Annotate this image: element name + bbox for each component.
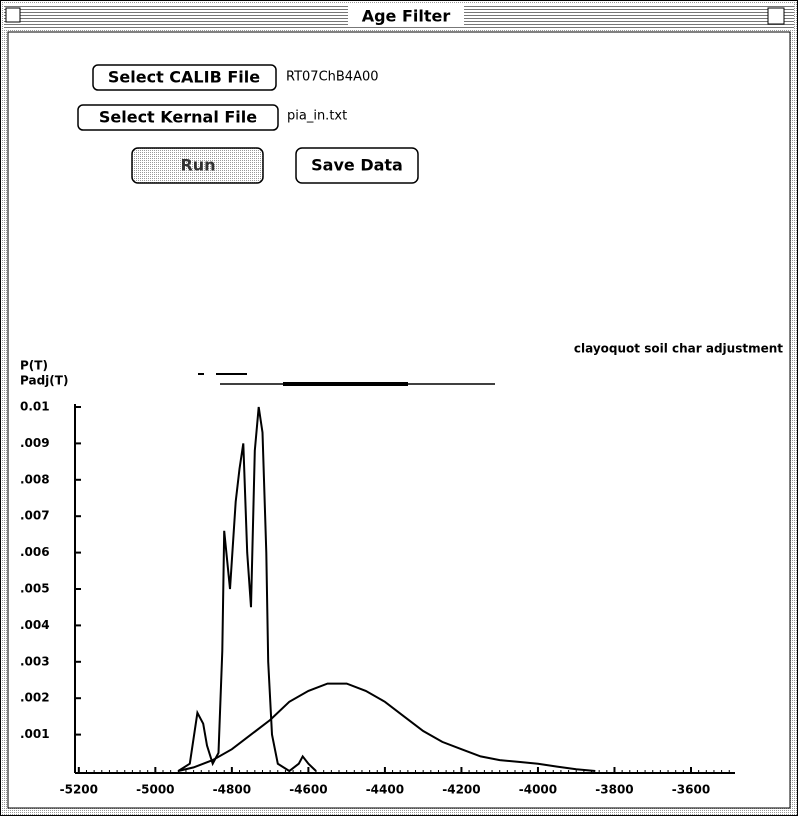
close-box[interactable] [5,7,21,23]
y-tick-label: .007 [20,509,50,523]
series-line [178,682,596,772]
y-tick-label: .001 [20,727,50,741]
zoom-box[interactable] [767,7,785,25]
legend-label: Padj(T) [20,374,68,388]
button[interactable] [77,104,279,131]
legend-label: P(T) [20,359,48,373]
x-tick-label: -4400 [366,783,404,797]
y-tick-label: .002 [20,691,50,705]
series-line [177,406,317,773]
x-tick-label: -4600 [289,783,327,797]
x-tick-label: -4800 [213,783,251,797]
y-tick-label: .008 [20,472,50,486]
y-tick-label: .005 [20,582,50,596]
button-label: Save Data [311,156,403,175]
x-tick-label: -5200 [60,783,98,797]
y-tick-label: .004 [20,618,50,632]
chart-title: clayoquot soil char adjustment [574,342,783,356]
button-label: Select Kernal File [99,108,257,127]
y-tick-label: .009 [20,436,50,450]
button[interactable] [131,147,264,184]
range-bars [198,373,495,386]
x-tick-label: -5000 [136,783,174,797]
x-tick-label: -4200 [442,783,480,797]
x-tick-label: -4000 [519,783,557,797]
file-name: pia_in.txt [287,109,347,124]
y-tick-label: .003 [20,654,50,668]
y-tick-label: .006 [20,545,50,559]
button-label: Run [180,156,215,175]
title-bg [348,5,464,27]
button[interactable] [92,64,277,91]
file-name: RT07ChB4A00 [286,70,379,85]
window-title: Age Filter [362,7,451,26]
y-tick-label: 0.01 [20,400,50,414]
button-label: Select CALIB File [108,68,260,87]
x-tick-label: -3800 [595,783,633,797]
button[interactable] [295,147,419,184]
x-tick-label: -3600 [672,783,710,797]
